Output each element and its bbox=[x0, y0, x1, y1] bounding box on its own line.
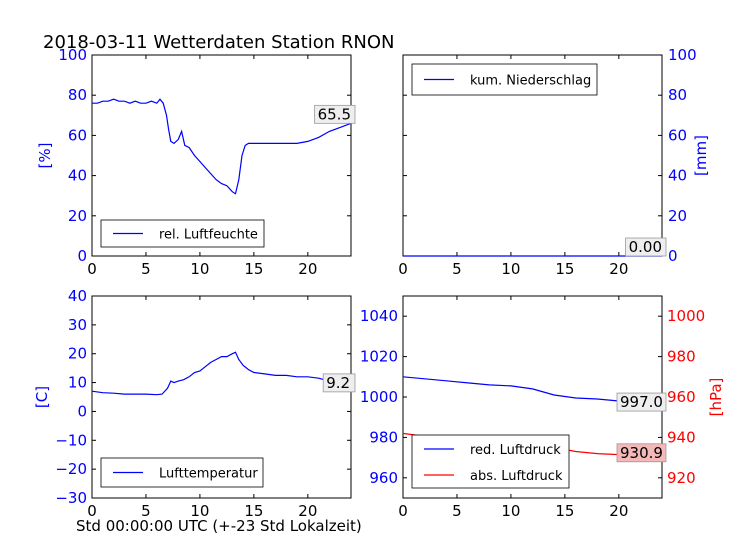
y2-tick-label: 980 bbox=[667, 348, 696, 366]
value-annotation: 9.2 bbox=[326, 374, 350, 392]
panel-pressure: 0 5 10 15 20 960 980 1000 1020 1040 920 940 960 980 10… bbox=[360, 295, 725, 520]
legend-label-0: Lufttemperatur bbox=[159, 467, 258, 482]
value-annotation-2-box bbox=[616, 443, 667, 463]
x-tick-label: 20 bbox=[298, 260, 317, 278]
y-axis-label: [%] bbox=[36, 143, 54, 169]
y2-tick-label: 940 bbox=[667, 428, 696, 446]
y-tick-label: 1000 bbox=[360, 388, 398, 406]
legend: Lufttemperatur bbox=[100, 457, 264, 488]
y2-tick-label: 920 bbox=[667, 469, 696, 487]
legend-box bbox=[411, 434, 570, 489]
y-axis-label: [C] bbox=[33, 386, 51, 408]
y2-tick-label: 960 bbox=[667, 388, 696, 406]
x-tick-label: 20 bbox=[298, 502, 317, 520]
y-tick-label: −30 bbox=[55, 489, 87, 507]
value-annotation-box bbox=[322, 373, 356, 393]
series-line-0 bbox=[91, 351, 352, 396]
y-tick-label: 0 bbox=[77, 247, 87, 265]
y-tick-label: 1020 bbox=[360, 348, 398, 366]
y-tick-label: 960 bbox=[369, 469, 398, 487]
y-tick-label: 60 bbox=[68, 126, 87, 144]
x-tick-label: 0 bbox=[87, 502, 97, 520]
legend: kum. Niederschlag bbox=[411, 63, 598, 96]
x-tick-label: 15 bbox=[244, 260, 263, 278]
value-annotation: 65.5 bbox=[318, 105, 351, 123]
x-tick-label: 20 bbox=[609, 260, 628, 278]
x-tick-label: 10 bbox=[501, 502, 520, 520]
y-tick-label: 20 bbox=[68, 345, 87, 363]
x-tick-label: 10 bbox=[501, 260, 520, 278]
legend: rel. Luftfeuchte bbox=[100, 219, 265, 248]
y-tick-label: 0 bbox=[77, 402, 87, 420]
y-tick-label: 20 bbox=[668, 207, 687, 225]
value-annotation-box bbox=[314, 104, 356, 124]
y-axis-label: [hPa] bbox=[707, 378, 725, 417]
x-tick-label: 10 bbox=[190, 502, 209, 520]
y-tick-label: 30 bbox=[68, 316, 87, 334]
y2-tick-label: 1000 bbox=[667, 307, 705, 325]
y-tick-label: 980 bbox=[369, 428, 398, 446]
y-tick-label: −10 bbox=[55, 431, 87, 449]
y-tick-label: 0 bbox=[668, 247, 678, 265]
y-tick-label: 40 bbox=[668, 167, 687, 185]
y-tick-label: 10 bbox=[68, 374, 87, 392]
x-tick-label: 20 bbox=[609, 502, 628, 520]
x-tick-label: 5 bbox=[452, 502, 462, 520]
x-tick-label: 5 bbox=[452, 260, 462, 278]
value-annotation: 997.0 bbox=[620, 393, 663, 411]
chart-title: 2018-03-11 Wetterdaten Station RNON bbox=[43, 32, 394, 53]
y-tick-label: 100 bbox=[58, 46, 87, 64]
y-tick-label: 60 bbox=[668, 126, 687, 144]
x-tick-label: 10 bbox=[190, 260, 209, 278]
legend: red. Luftdruck abs. Luftdruck bbox=[411, 434, 570, 489]
y-tick-label: 20 bbox=[68, 207, 87, 225]
series-line-0 bbox=[92, 98, 352, 195]
x-axis-label: Std 00:00:00 UTC (+-23 Std Lokalzeit) bbox=[76, 517, 362, 535]
x-tick-label: 0 bbox=[87, 260, 97, 278]
x-tick-label: 0 bbox=[398, 260, 408, 278]
y-tick-label: 80 bbox=[668, 86, 687, 104]
panel-humidity: 0 5 10 15 20 0 20 40 60 80 100 [%] 65.5 rel. Luftfeuc… bbox=[36, 46, 356, 278]
y-tick-label: 100 bbox=[668, 46, 697, 64]
x-tick-label: 15 bbox=[555, 260, 574, 278]
y-tick-label: −20 bbox=[55, 460, 87, 478]
y-axis-label: [mm] bbox=[692, 135, 710, 176]
value-annotation-box bbox=[625, 237, 667, 257]
legend-label-0: kum. Niederschlag bbox=[470, 74, 591, 89]
y-tick-label: 40 bbox=[68, 287, 87, 305]
value-annotation-2: 930.9 bbox=[620, 444, 663, 462]
x-tick-label: 15 bbox=[244, 502, 263, 520]
panel-temperature: 0 5 10 15 20 −30 −20 −10 0 10 20 30 40 [C] 9.2 Lufttemp… bbox=[33, 287, 356, 520]
legend-label-1: abs. Luftdruck bbox=[470, 469, 563, 484]
x-tick-label: 5 bbox=[141, 502, 151, 520]
value-annotation: 0.00 bbox=[629, 238, 662, 256]
panel-precip: 0 5 10 15 20 0 20 40 60 80 100 [mm] 0.00 kum. Nieders… bbox=[398, 46, 710, 278]
legend-label-0: rel. Luftfeuchte bbox=[159, 228, 258, 243]
y-tick-label: 80 bbox=[68, 86, 87, 104]
x-tick-label: 0 bbox=[398, 502, 408, 520]
x-tick-label: 15 bbox=[555, 502, 574, 520]
x-tick-label: 5 bbox=[141, 260, 151, 278]
y-tick-label: 40 bbox=[68, 167, 87, 185]
legend-label-0: red. Luftdruck bbox=[470, 443, 561, 458]
y-tick-label: 1040 bbox=[360, 307, 398, 325]
value-annotation-box bbox=[616, 392, 667, 412]
